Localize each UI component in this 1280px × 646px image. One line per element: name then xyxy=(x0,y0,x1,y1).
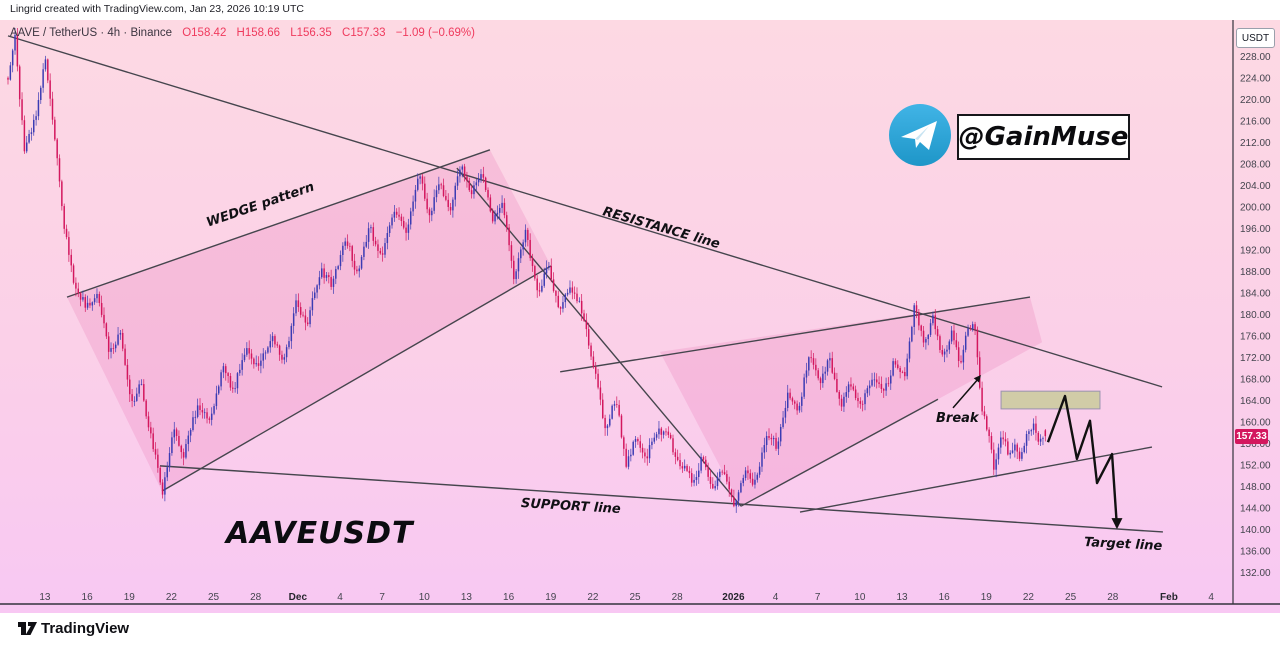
price-tick: 200.00 xyxy=(1240,202,1271,213)
support-line xyxy=(159,465,1163,533)
time-tick: 16 xyxy=(82,592,94,603)
price-tick: 136.00 xyxy=(1240,546,1271,557)
price-tick: 220.00 xyxy=(1240,95,1271,106)
forecast-zigzag xyxy=(1046,394,1119,528)
price-tick: 224.00 xyxy=(1240,73,1271,84)
time-tick: 28 xyxy=(672,592,684,603)
price-tick: 164.00 xyxy=(1240,396,1271,407)
price-tick: 184.00 xyxy=(1240,288,1271,299)
wedge2-upper xyxy=(560,296,1031,373)
telegram-icon xyxy=(889,104,951,166)
attribution-bar: Lingrid created with TradingView.com, Ja… xyxy=(0,0,1280,20)
time-tick: 10 xyxy=(419,592,431,603)
price-tick: 152.00 xyxy=(1240,460,1271,471)
legend-symbol: AAVE / TetherUS xyxy=(10,27,98,39)
wedge2-fill xyxy=(659,297,1043,507)
time-tick: 25 xyxy=(208,592,220,603)
price-tick: 212.00 xyxy=(1240,138,1271,149)
time-tick: 22 xyxy=(166,592,178,603)
time-tick: 10 xyxy=(854,592,866,603)
time-tick: 16 xyxy=(503,592,515,603)
last-price-badge: 157.33 xyxy=(1235,429,1268,444)
price-tick: 168.00 xyxy=(1240,374,1271,385)
break-arrowhead xyxy=(973,375,981,383)
time-tick: 4 xyxy=(773,592,779,603)
price-tick: 140.00 xyxy=(1240,525,1271,536)
price-tick: 192.00 xyxy=(1240,245,1271,256)
time-tick: 22 xyxy=(587,592,599,603)
chart-area[interactable]: 228.00 224.00 220.00 216.00 212.00 208.00 204.… xyxy=(0,20,1280,613)
break-arrow xyxy=(952,377,980,409)
time-tick: 7 xyxy=(379,592,385,603)
tradingview-logo-text: TradingView xyxy=(41,620,130,637)
time-tick: Dec xyxy=(289,592,308,603)
breakdown-line xyxy=(456,167,742,507)
legend-change: −1.09 (−0.69%) xyxy=(395,27,475,39)
wedge1-fill xyxy=(67,149,552,492)
price-tick: 196.00 xyxy=(1240,224,1271,235)
price-tick: 180.00 xyxy=(1240,310,1271,321)
legend-open: O158.42 xyxy=(182,27,227,39)
wedge1-lower xyxy=(161,265,552,492)
time-tick: 13 xyxy=(896,592,908,603)
time-tick: 19 xyxy=(545,592,557,603)
time-tick: 25 xyxy=(629,592,641,603)
time-tick: 28 xyxy=(250,592,262,603)
legend-interval: 4h xyxy=(107,27,121,39)
symbol-legend[interactable]: AAVE / TetherUS · 4h · Binance O158.42 H… xyxy=(10,27,475,39)
time-tick: 22 xyxy=(1023,592,1035,603)
telegram-handle: @GainMuse xyxy=(957,114,1130,160)
price-tick: 216.00 xyxy=(1240,116,1271,127)
time-tick: 4 xyxy=(337,592,343,603)
time-tick: 19 xyxy=(981,592,993,603)
time-tick: 13 xyxy=(461,592,473,603)
time-tick: 2026 xyxy=(722,592,745,603)
attribution-text: Lingrid created with TradingView.com, Ja… xyxy=(10,3,304,15)
time-tick: 16 xyxy=(939,592,951,603)
forecast-arrowhead xyxy=(1111,518,1123,530)
resistance-zone-box xyxy=(1000,390,1101,410)
time-tick: 4 xyxy=(1208,592,1214,603)
break-label: Break xyxy=(936,411,979,426)
time-tick: 13 xyxy=(39,592,51,603)
wedge2-lower xyxy=(740,398,939,507)
tradingview-logo-icon xyxy=(18,622,37,635)
legend-low: L156.35 xyxy=(290,27,332,39)
footer-bar: TradingView xyxy=(0,613,1280,646)
time-tick: 19 xyxy=(124,592,136,603)
legend-separator: · xyxy=(123,27,128,39)
resistance-line xyxy=(7,35,1163,388)
currency-button[interactable]: USDT xyxy=(1236,28,1275,48)
price-tick: 172.00 xyxy=(1240,353,1271,364)
legend-separator: · xyxy=(100,27,105,39)
symbol-watermark: AAVEUSDT xyxy=(226,516,414,551)
time-tick: 25 xyxy=(1065,592,1077,603)
price-tick: 188.00 xyxy=(1240,267,1271,278)
legend-high: H158.66 xyxy=(236,27,281,39)
legend-close: C157.33 xyxy=(342,27,386,39)
price-tick: 132.00 xyxy=(1240,568,1271,579)
price-tick: 148.00 xyxy=(1240,482,1271,493)
price-tick: 176.00 xyxy=(1240,331,1271,342)
price-tick: 228.00 xyxy=(1240,52,1271,63)
time-tick: Feb xyxy=(1160,592,1178,603)
price-chart-canvas[interactable]: 228.00 224.00 220.00 216.00 212.00 208.00 204.… xyxy=(0,20,1280,613)
price-tick: 144.00 xyxy=(1240,503,1271,514)
legend-exchange: Binance xyxy=(130,27,173,39)
price-tick: 160.00 xyxy=(1240,417,1271,428)
price-tick: 204.00 xyxy=(1240,181,1271,192)
time-tick: 7 xyxy=(815,592,821,603)
time-tick: 28 xyxy=(1107,592,1119,603)
price-tick: 156.00 xyxy=(1240,439,1271,450)
price-tick: 208.00 xyxy=(1240,159,1271,170)
wedge1-upper xyxy=(66,149,491,298)
